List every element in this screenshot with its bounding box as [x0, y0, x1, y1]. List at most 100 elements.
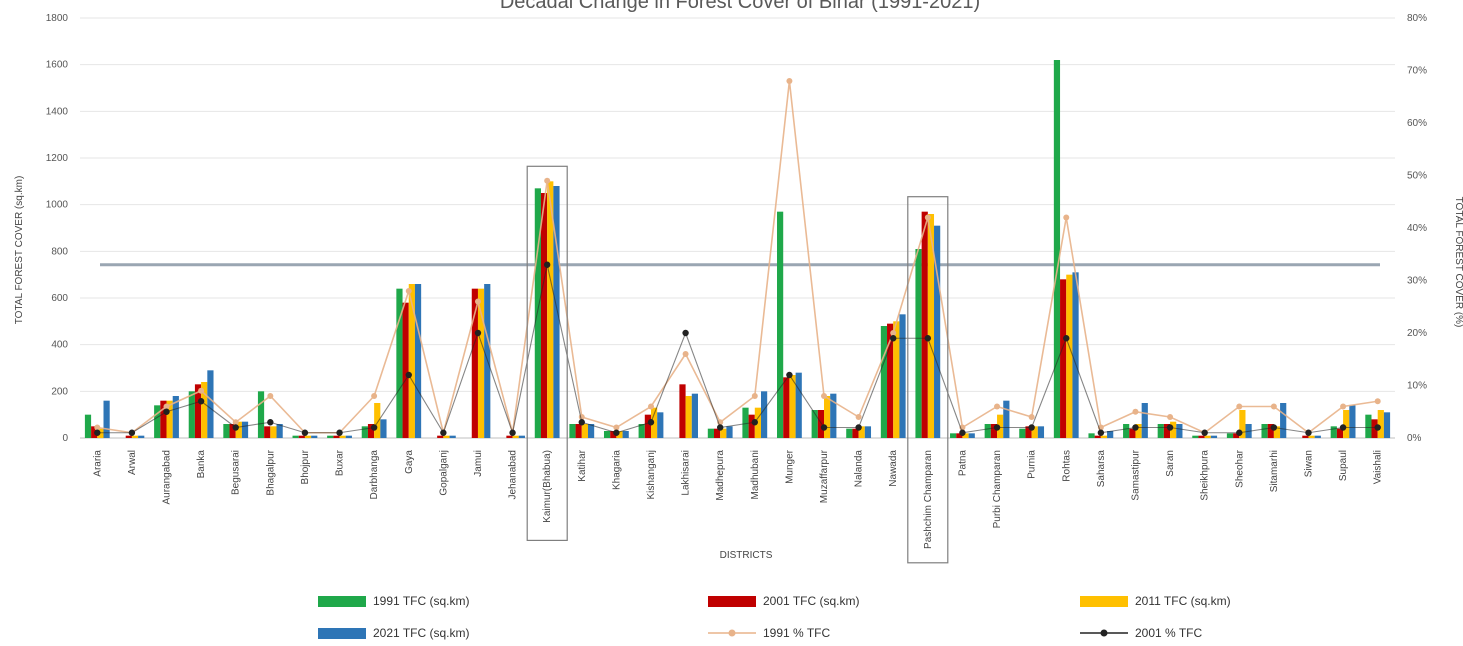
bar-2011-nawada: [893, 321, 900, 438]
line-point-2001: [405, 371, 412, 379]
bar-2021-begusarai: [241, 421, 249, 438]
bar-2011-muzaffarpur: [824, 396, 831, 438]
line-point-2001: [267, 419, 274, 426]
line-point-2001: [786, 371, 793, 379]
bar-2001-bhagalpur: [264, 426, 271, 438]
category-label: Jehanabad: [508, 450, 519, 500]
bar-2011-saharsa: [1100, 435, 1108, 438]
bar-2021-madhepura: [726, 426, 733, 438]
legend-label: 2001 % TFC: [1135, 626, 1202, 640]
bar-2021-nawada: [899, 314, 906, 438]
bar-2001-arwal: [125, 435, 132, 438]
bar-2011-purnia: [1031, 426, 1038, 438]
bar-2011-katihar: [581, 424, 588, 438]
bar-2001-vaishali: [1371, 419, 1378, 438]
y-tick-label: 600: [51, 293, 68, 304]
line-point-1991: [924, 214, 931, 221]
line-point-1991: [232, 419, 239, 426]
y2-tick-label: 60%: [1407, 118, 1427, 129]
bar-2011-bhojpur: [304, 435, 312, 438]
line-point-2001: [613, 429, 620, 436]
bar-2011-supaul: [1343, 410, 1350, 438]
line-point-2001: [1374, 424, 1381, 431]
bar-2011-rohtas: [1066, 274, 1073, 438]
category-label: Munger: [784, 449, 795, 484]
line-point-1991: [544, 177, 551, 184]
bar-2021-saharsa: [1107, 431, 1114, 438]
bar-2021-nalanda: [864, 426, 872, 438]
line-point-2001: [128, 429, 136, 436]
category-label: Darbhanga: [369, 450, 380, 500]
bar-2011-aurangabad: [166, 400, 173, 438]
bar-2001-saharsa: [1094, 435, 1101, 438]
bar-2011-jehanabad: [512, 435, 519, 438]
bar-2021-samastipur: [1141, 403, 1148, 438]
line-point-1991: [1167, 414, 1174, 420]
line-point-1991: [1063, 214, 1070, 221]
bar-2001-patna: [956, 433, 963, 438]
line-point-1991: [1374, 398, 1381, 405]
category-label: Muzaffarpur: [819, 449, 830, 503]
bar-2011-jamui: [477, 288, 485, 438]
line-point-2001: [993, 424, 1001, 431]
y-axis-right: 0% 10% 20% 30% 40% 50% 60% 70% 80%: [1407, 13, 1427, 444]
bar-2001-sitamarhi: [1267, 424, 1274, 438]
y2-tick-label: 0%: [1407, 433, 1422, 444]
bar-2021-kishanganj: [657, 412, 664, 438]
bar-2021-patna: [968, 433, 975, 438]
line-point-2001: [1236, 429, 1243, 436]
bar-2021-saran: [1176, 424, 1183, 438]
bar-2021-muzaffarpur: [830, 393, 837, 438]
y-tick-label: 1400: [46, 106, 69, 117]
bar-2021-khagaria: [622, 431, 629, 438]
bar-2001-madhepura: [714, 428, 721, 438]
bar-2011-sheohar: [1239, 410, 1246, 438]
y2-tick-label: 30%: [1407, 276, 1427, 287]
category-label: Bhojpur: [300, 449, 311, 484]
legend-swatch: [708, 596, 756, 607]
bar-1991-bhojpur: [292, 435, 299, 438]
y2-tick-label: 10%: [1407, 381, 1427, 392]
y2-tick-label: 40%: [1407, 223, 1427, 234]
line-point-2001: [370, 424, 378, 431]
bar-2021-bhagalpur: [276, 424, 283, 438]
bar-2001-banka: [194, 384, 202, 438]
bar-2011-siwan: [1308, 435, 1315, 438]
bar-2011-bhagalpur: [270, 426, 277, 438]
line-point-2001: [924, 335, 932, 342]
bar-2011-pashchimchamparan: [927, 214, 935, 438]
legend: 1991 TFC (sq.km) 2001 TFC (sq.km) 2011 TFC…: [318, 594, 1231, 640]
y2-tick-label: 50%: [1407, 171, 1427, 182]
category-label: Supaul: [1338, 450, 1349, 481]
y-axis-title: TOTAL FOREST COVER (sq.km): [14, 176, 25, 325]
bar-2021-gopalganj: [449, 435, 456, 438]
line-point-1991: [855, 414, 862, 420]
y-tick-label: 800: [51, 246, 68, 257]
bar-2011-sheikhpura: [1204, 435, 1211, 438]
bar-2021-katihar: [587, 424, 595, 438]
bar-2001-sheohar: [1233, 433, 1240, 438]
bar-2001-rohtas: [1060, 279, 1067, 438]
line-point-2001: [1097, 429, 1105, 436]
bar-1991-sheikhpura: [1192, 435, 1199, 438]
gridlines: [80, 17, 1395, 439]
line-point-1991: [821, 393, 828, 399]
bar-1991-khagaria: [603, 431, 611, 438]
bar-2011-darbhanga: [374, 403, 381, 438]
line-point-1991: [1270, 403, 1277, 410]
bar-1991-saharsa: [1088, 433, 1095, 438]
y-axis-left: 0 200 400 600 800 1000 1200 1400 1600 1800: [46, 13, 69, 444]
bar-2021-vaishali: [1383, 412, 1391, 438]
highlight-box: [907, 196, 949, 564]
bar-2021-aurangabad: [172, 396, 179, 438]
bar-1991-rohtas: [1053, 60, 1061, 438]
line-point-2001: [474, 329, 482, 337]
x-axis-title: DISTRICTS: [720, 550, 773, 561]
legend-item: 1991 TFC (sq.km): [318, 594, 469, 608]
bar-2021-supaul: [1349, 405, 1356, 438]
bar-2001-kishanganj: [644, 414, 651, 438]
y-tick-label: 1200: [46, 153, 69, 164]
bar-1991-aurangabad: [154, 405, 161, 438]
line-point-2001: [509, 429, 516, 436]
line-point-1991: [1236, 403, 1243, 410]
